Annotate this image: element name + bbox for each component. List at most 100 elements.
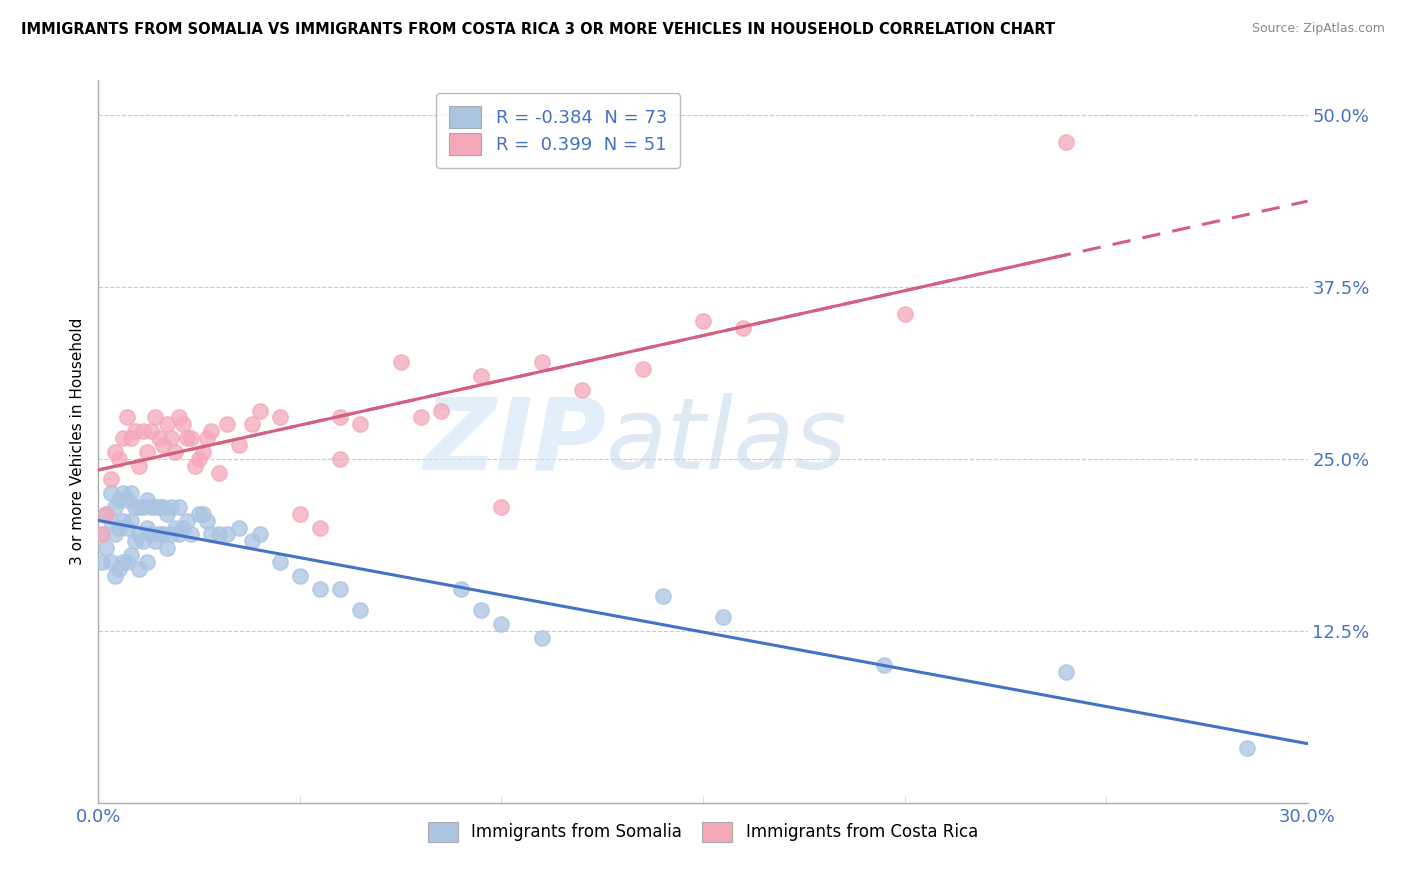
Point (111, 431, 134, 445)
Point (200, 527, 222, 541)
Point (217, 417, 239, 432)
Text: Source: ZipAtlas.com: Source: ZipAtlas.com (1251, 22, 1385, 36)
Point (389, 355, 412, 369)
Point (163, 520, 186, 534)
Point (711, 610, 734, 624)
Point (733, 321, 755, 335)
Point (176, 431, 198, 445)
Point (100, 486, 122, 500)
Y-axis label: 3 or more Vehicles in Household: 3 or more Vehicles in Household (69, 318, 84, 566)
Point (1054, 665, 1077, 679)
Point (120, 514, 142, 528)
Point (160, 500, 183, 514)
Point (148, 527, 170, 541)
Point (139, 424, 162, 438)
Point (107, 451, 129, 466)
Point (120, 548, 142, 562)
Point (172, 417, 194, 432)
Point (450, 582, 472, 597)
Point (167, 410, 190, 425)
Point (873, 658, 896, 673)
Point (217, 527, 239, 541)
Point (288, 507, 311, 521)
Point (148, 431, 170, 445)
Point (288, 568, 311, 582)
Point (111, 514, 134, 528)
Point (349, 603, 371, 617)
Point (148, 500, 170, 514)
Point (188, 507, 211, 521)
Point (135, 445, 157, 459)
Point (240, 534, 263, 549)
Point (240, 417, 263, 432)
Point (269, 555, 291, 569)
Point (156, 507, 179, 521)
Point (100, 472, 122, 486)
Point (195, 431, 218, 445)
Point (91, 527, 114, 541)
Point (139, 527, 162, 541)
Point (128, 527, 150, 541)
Point (91, 555, 114, 569)
Point (128, 458, 150, 473)
Point (208, 527, 231, 541)
Legend: Immigrants from Somalia, Immigrants from Costa Rica: Immigrants from Somalia, Immigrants from… (422, 815, 984, 848)
Point (176, 514, 198, 528)
Point (103, 445, 125, 459)
Point (651, 590, 673, 604)
Point (208, 466, 231, 480)
Point (115, 410, 138, 425)
Point (309, 520, 332, 534)
Point (135, 555, 157, 569)
Point (96, 507, 118, 521)
Point (491, 616, 513, 631)
Point (631, 362, 654, 376)
Point (143, 500, 166, 514)
Point (152, 527, 174, 541)
Point (111, 486, 134, 500)
Point (115, 555, 138, 569)
Point (249, 527, 271, 541)
Point (160, 431, 183, 445)
Point (135, 520, 157, 534)
Point (91, 527, 114, 541)
Point (530, 355, 553, 369)
Point (103, 568, 125, 582)
Point (115, 520, 138, 534)
Point (692, 314, 714, 328)
Point (188, 451, 211, 466)
Point (124, 500, 146, 514)
Point (329, 451, 352, 466)
Point (193, 445, 215, 459)
Point (107, 493, 129, 508)
Point (200, 424, 222, 438)
Point (1054, 135, 1077, 149)
Point (115, 493, 138, 508)
Point (269, 410, 291, 425)
Point (430, 403, 453, 417)
Point (409, 410, 432, 425)
Point (491, 500, 513, 514)
Point (893, 307, 915, 321)
Point (329, 410, 352, 425)
Point (571, 383, 593, 397)
Point (124, 424, 146, 438)
Point (470, 369, 492, 384)
Text: ZIP: ZIP (423, 393, 606, 490)
Point (172, 520, 194, 534)
Point (107, 520, 129, 534)
Point (160, 527, 183, 541)
Point (184, 458, 207, 473)
Point (163, 445, 186, 459)
Point (132, 534, 155, 549)
Text: IMMIGRANTS FROM SOMALIA VS IMMIGRANTS FROM COSTA RICA 3 OR MORE VEHICLES IN HOUS: IMMIGRANTS FROM SOMALIA VS IMMIGRANTS FR… (21, 22, 1056, 37)
Point (195, 514, 218, 528)
Point (132, 424, 155, 438)
Point (107, 562, 129, 576)
Point (152, 438, 174, 452)
Point (180, 527, 202, 541)
Point (100, 514, 122, 528)
Point (309, 582, 332, 597)
Point (167, 527, 190, 541)
Point (228, 520, 250, 534)
